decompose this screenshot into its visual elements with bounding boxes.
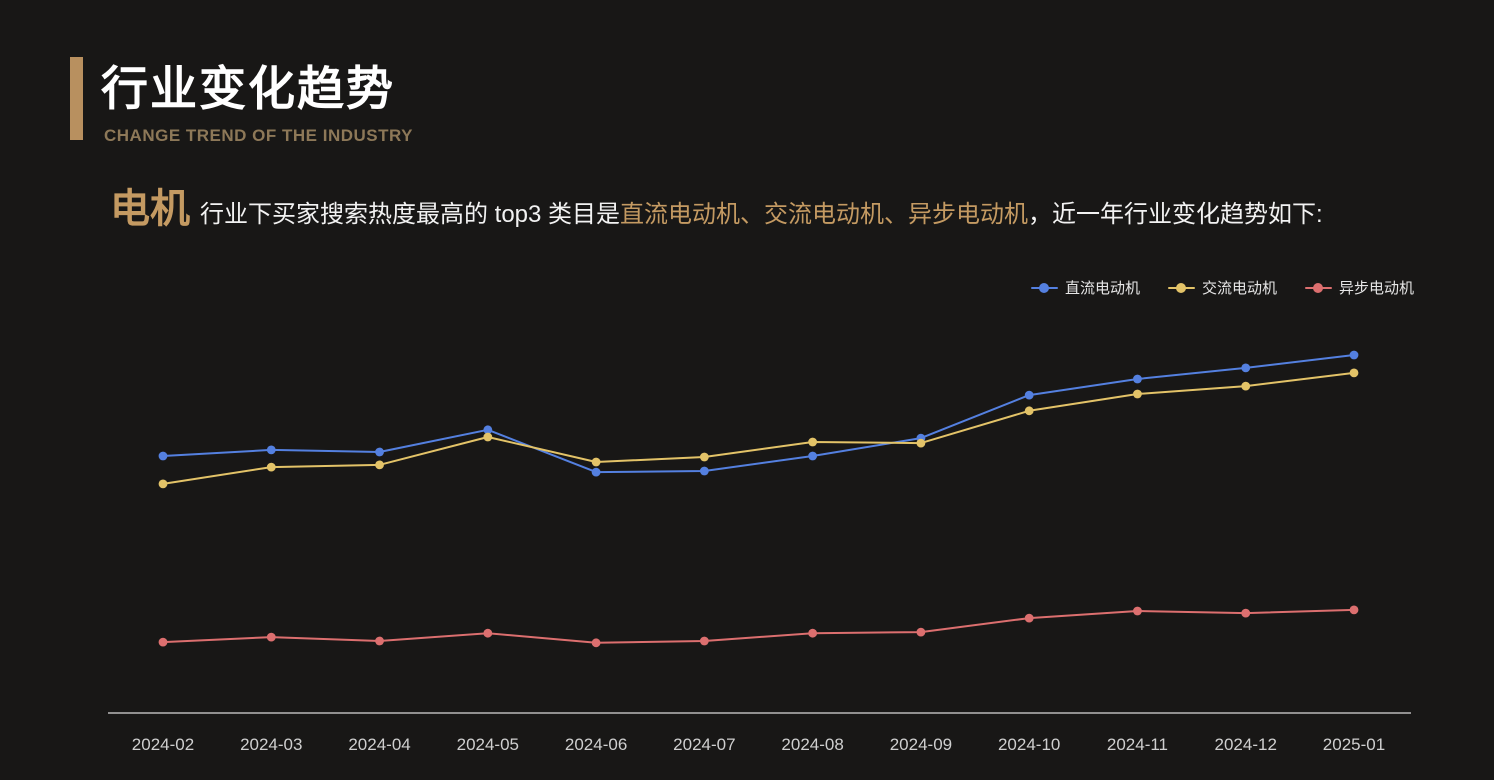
series-line-1[interactable] bbox=[162, 371, 1355, 485]
top-category-2: 交流电动机 bbox=[764, 201, 885, 228]
series-1-point-1[interactable] bbox=[266, 462, 276, 472]
top-category-1: 直流电动机 bbox=[620, 201, 741, 228]
highlight-separator: 、 bbox=[740, 201, 765, 228]
page-title: 行业变化趋势 bbox=[101, 62, 395, 115]
highlight-separator: 、 bbox=[884, 201, 909, 228]
series-1-point-3[interactable] bbox=[483, 432, 493, 442]
title-accent-bar bbox=[70, 57, 83, 140]
series-2-point-6[interactable] bbox=[808, 628, 818, 638]
series-2-point-5[interactable] bbox=[699, 636, 709, 646]
page-subtitle: CHANGE TREND OF THE INDUSTRY bbox=[104, 126, 413, 145]
series-1-point-2[interactable] bbox=[375, 460, 384, 470]
legend-line-dot-marker bbox=[1030, 282, 1058, 293]
series-0-point-11[interactable] bbox=[1349, 350, 1359, 360]
series-2-point-10[interactable] bbox=[1241, 608, 1251, 618]
series-2-point-4[interactable] bbox=[591, 638, 601, 648]
series-2-point-0[interactable] bbox=[158, 637, 168, 647]
series-1-point-10[interactable] bbox=[1241, 381, 1251, 391]
series-0-point-9[interactable] bbox=[1133, 374, 1142, 384]
series-1-point-9[interactable] bbox=[1133, 389, 1142, 399]
industry-keyword: 电机 bbox=[110, 187, 190, 231]
series-0-point-2[interactable] bbox=[375, 447, 384, 457]
series-0-point-3[interactable] bbox=[483, 425, 493, 435]
series-line-2[interactable] bbox=[162, 608, 1355, 644]
series-1-point-0[interactable] bbox=[158, 479, 168, 489]
series-2-point-9[interactable] bbox=[1133, 606, 1142, 616]
series-1-point-6[interactable] bbox=[808, 437, 818, 447]
series-1-point-11[interactable] bbox=[1349, 368, 1359, 378]
legend-item[interactable]: 直流电动机 bbox=[1030, 277, 1140, 298]
legend-label: 异步电动机 bbox=[1338, 280, 1414, 297]
legend-item[interactable]: 异步电动机 bbox=[1304, 277, 1414, 298]
top-category-3: 异步电动机 bbox=[908, 201, 1029, 228]
series-1-point-5[interactable] bbox=[699, 452, 709, 462]
series-0-point-6[interactable] bbox=[808, 451, 818, 461]
series-1-point-7[interactable] bbox=[916, 438, 926, 448]
legend-label: 交流电动机 bbox=[1201, 280, 1277, 297]
series-2-point-2[interactable] bbox=[375, 636, 384, 646]
legend-label: 直流电动机 bbox=[1064, 280, 1140, 297]
series-2-point-8[interactable] bbox=[1024, 613, 1034, 623]
intro-paragraph: 电机 行业下买家搜索热度最高的 top3 类目是直流电动机、交流电动机、异步电动机… bbox=[110, 183, 1402, 241]
series-0-point-8[interactable] bbox=[1024, 390, 1034, 400]
intro-text-before: 行业下买家搜索热度最高的 top3 类目是 bbox=[200, 201, 621, 228]
chart-legend: 直流电动机 交流电动机 异步电动机 bbox=[1030, 277, 1414, 298]
series-1-point-4[interactable] bbox=[591, 457, 601, 467]
series-2-point-11[interactable] bbox=[1349, 605, 1359, 615]
legend-item[interactable]: 交流电动机 bbox=[1167, 277, 1277, 298]
series-2-point-3[interactable] bbox=[483, 628, 493, 638]
series-2-point-1[interactable] bbox=[266, 632, 276, 642]
series-0-point-0[interactable] bbox=[158, 451, 168, 461]
series-0-point-5[interactable] bbox=[699, 466, 709, 476]
legend-line-dot-marker bbox=[1304, 282, 1332, 293]
series-0-point-10[interactable] bbox=[1241, 363, 1251, 373]
intro-text-after: ，近一年行业变化趋势如下: bbox=[1028, 201, 1323, 228]
series-1-point-8[interactable] bbox=[1024, 406, 1034, 416]
series-line-0[interactable] bbox=[162, 354, 1355, 474]
series-0-point-4[interactable] bbox=[591, 467, 601, 477]
series-0-point-1[interactable] bbox=[266, 445, 276, 455]
legend-line-dot-marker bbox=[1167, 282, 1195, 293]
series-2-point-7[interactable] bbox=[916, 627, 926, 637]
